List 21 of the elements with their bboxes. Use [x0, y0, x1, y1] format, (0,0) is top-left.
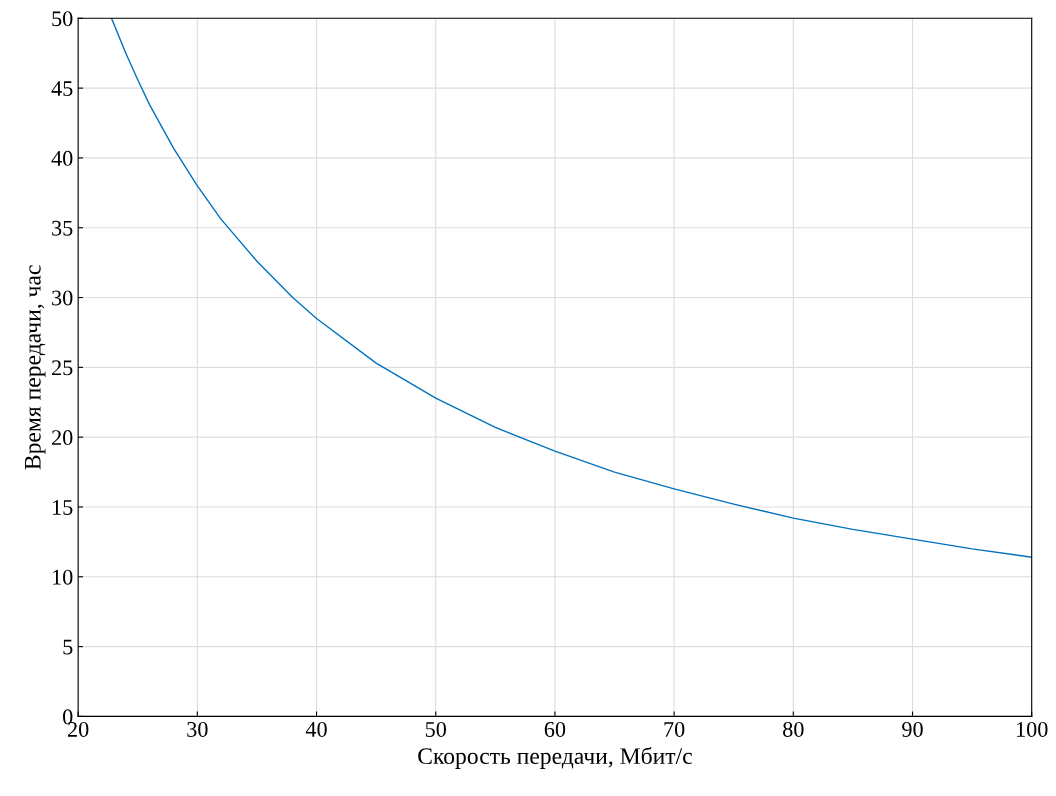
y-tick-label: 20 — [52, 430, 73, 446]
y-tick-label: 50 — [52, 11, 73, 27]
y-tick-label: 5 — [63, 639, 73, 655]
x-tick-label: 40 — [305, 721, 327, 737]
x-tick-label: 60 — [544, 721, 566, 737]
x-tick-label: 70 — [664, 721, 685, 737]
y-tick-label: 30 — [52, 290, 73, 306]
x-tick-label: 80 — [783, 721, 804, 737]
x-tick-label: 30 — [187, 721, 208, 737]
y-axis-title: Время передачи, час — [25, 265, 46, 470]
y-tick-label: 15 — [53, 500, 73, 515]
y-tick-label: 35 — [52, 220, 73, 236]
x-tick-label: 90 — [902, 721, 923, 737]
y-tick-label: 25 — [52, 360, 73, 376]
y-tick-label: 45 — [51, 81, 73, 97]
x-tick-label: 50 — [425, 721, 446, 737]
x-tick-label: 100 — [1017, 721, 1048, 737]
y-tick-label: 10 — [53, 569, 73, 585]
x-axis-title: Скорость передачи, Мбит/с — [418, 746, 692, 769]
y-tick-label: 40 — [51, 150, 73, 166]
line-series — [110, 18, 1032, 558]
